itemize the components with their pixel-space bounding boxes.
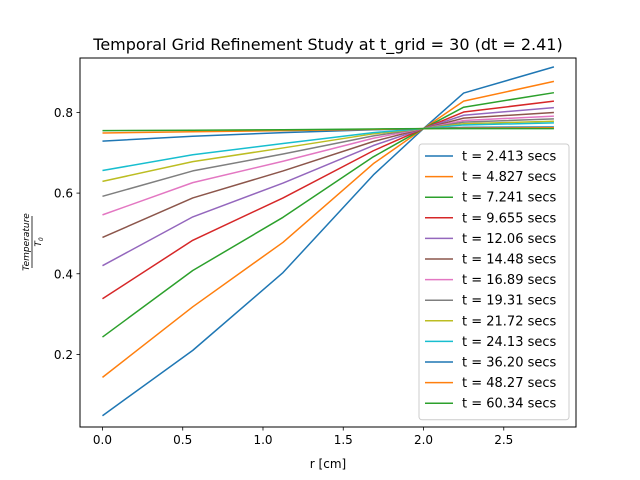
x-tick-label: 2.0 bbox=[414, 433, 433, 447]
legend-label-5: t = 14.48 secs bbox=[462, 253, 557, 268]
y-tick-label: 0.6 bbox=[54, 187, 73, 201]
series-line-0 bbox=[102, 66, 555, 417]
legend-label-11: t = 48.27 secs bbox=[462, 376, 557, 391]
x-tick-label: 1.0 bbox=[253, 433, 272, 447]
series-line-7 bbox=[102, 118, 554, 198]
series-line-6 bbox=[102, 115, 554, 216]
y-axis-title-denominator-sub: 0 bbox=[38, 237, 45, 241]
x-tick-label: 0.0 bbox=[93, 433, 112, 447]
series-line-12 bbox=[102, 127, 554, 132]
series-line-9 bbox=[102, 122, 554, 172]
y-axis-title: Temperature T0 bbox=[22, 213, 45, 271]
series-layer bbox=[102, 66, 555, 417]
x-tick-label: 0.5 bbox=[173, 433, 192, 447]
x-tick-label: 1.5 bbox=[334, 433, 353, 447]
legend-label-6: t = 16.89 secs bbox=[462, 273, 557, 288]
series-line-8 bbox=[102, 120, 554, 183]
chart-title: Temporal Grid Refinement Study at t_grid… bbox=[92, 35, 562, 55]
legend-label-0: t = 2.413 secs bbox=[462, 150, 557, 165]
y-axis: 0.2 0.4 0.6 0.8 bbox=[54, 106, 80, 362]
y-tick-label: 0.4 bbox=[54, 267, 73, 281]
legend-label-2: t = 7.241 secs bbox=[462, 191, 557, 206]
series-line-2 bbox=[102, 91, 555, 338]
x-tick-label: 2.5 bbox=[494, 433, 513, 447]
plot-frame bbox=[79, 57, 577, 428]
legend-label-3: t = 9.655 secs bbox=[462, 211, 557, 226]
y-axis-title-denominator-base: T bbox=[34, 240, 44, 247]
legend-box bbox=[418, 143, 570, 421]
y-axis-title-numerator: Temperature bbox=[22, 213, 32, 271]
x-axis-title: r [cm] bbox=[310, 457, 346, 471]
series-line-1 bbox=[102, 80, 555, 378]
legend: t = 2.413 secs t = 4.827 secs t = 7.241 se… bbox=[418, 143, 570, 421]
legend-label-1: t = 4.827 secs bbox=[462, 170, 557, 185]
legend-label-4: t = 12.06 secs bbox=[462, 232, 557, 247]
legend-label-9: t = 24.13 secs bbox=[462, 335, 557, 350]
legend-label-12: t = 60.34 secs bbox=[462, 397, 557, 412]
legend-label-7: t = 19.31 secs bbox=[462, 294, 557, 309]
x-axis: 0.0 0.5 1.0 1.5 2.0 2.5 bbox=[93, 427, 513, 447]
y-axis-title-denominator: T0 bbox=[34, 237, 45, 247]
legend-label-10: t = 36.20 secs bbox=[462, 356, 557, 371]
series-line-4 bbox=[102, 106, 554, 267]
legend-label-8: t = 21.72 secs bbox=[462, 314, 557, 329]
y-tick-label: 0.2 bbox=[54, 348, 73, 362]
y-tick-label: 0.8 bbox=[54, 106, 73, 120]
series-line-5 bbox=[102, 111, 554, 239]
series-line-3 bbox=[102, 100, 555, 300]
